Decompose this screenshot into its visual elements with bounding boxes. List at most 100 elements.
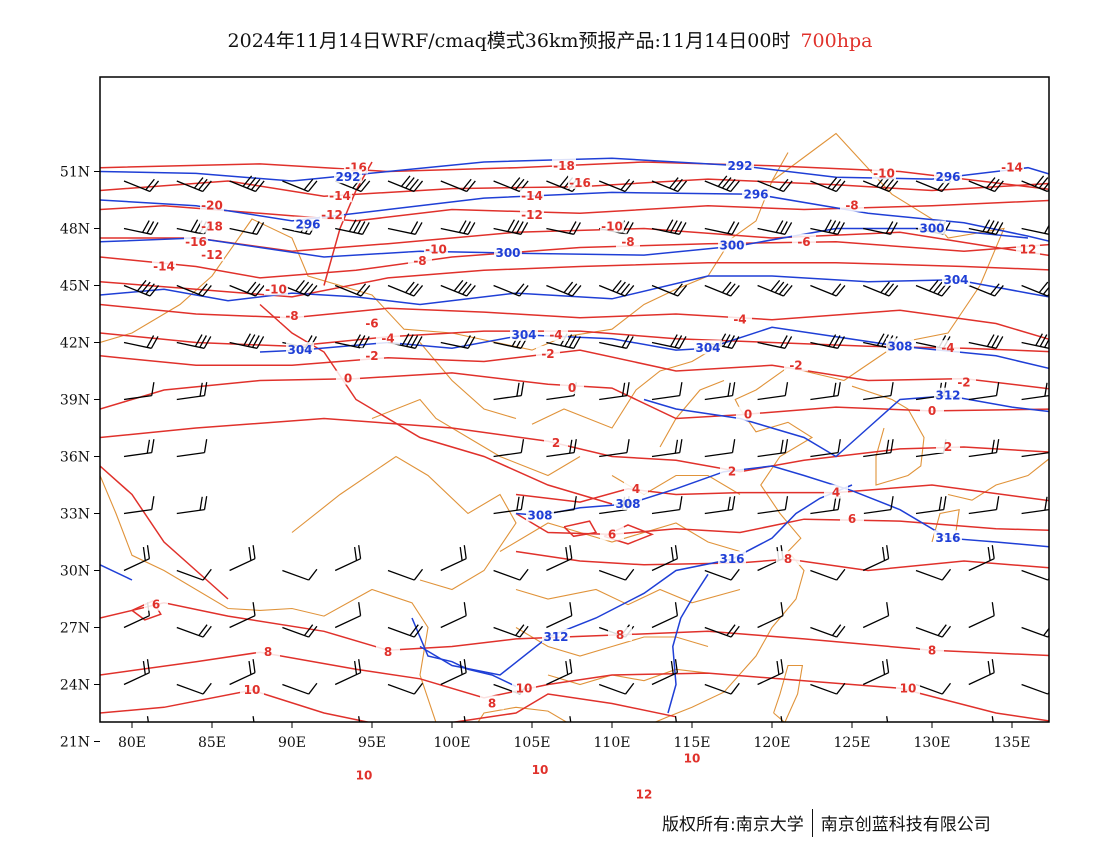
wind-barb-staff bbox=[916, 789, 942, 799]
temperature-label-bg bbox=[280, 307, 304, 322]
wind-barb-staff bbox=[177, 789, 203, 799]
geopotential-contour bbox=[411, 617, 517, 688]
wind-barb-tick bbox=[784, 496, 789, 510]
wind-barb-staff bbox=[1021, 180, 1048, 193]
wind-barb bbox=[915, 624, 952, 638]
temperature-label-bg bbox=[528, 762, 552, 776]
wind-barb bbox=[493, 219, 529, 235]
wind-barb-staff bbox=[1021, 683, 1049, 695]
wind-barb-staff bbox=[651, 394, 680, 401]
wind-barb-staff bbox=[282, 569, 309, 581]
wind-barb bbox=[968, 602, 995, 629]
wind-barb-staff bbox=[862, 284, 890, 297]
wind-barb-tick bbox=[400, 175, 411, 187]
wind-barb-tick bbox=[519, 625, 529, 638]
temperature-contour bbox=[100, 303, 1049, 341]
wind-barb-staff bbox=[387, 284, 415, 297]
wind-barb-tick bbox=[362, 336, 370, 349]
wind-barb-staff bbox=[493, 227, 522, 235]
wind-barb-tick bbox=[252, 716, 256, 722]
wind-barb bbox=[387, 281, 424, 297]
wind-barb-tick bbox=[140, 766, 149, 779]
temperature-label: -4 bbox=[381, 332, 394, 346]
geopotential-label-bg bbox=[934, 169, 962, 184]
geopotential-label: 308 bbox=[615, 497, 640, 511]
temperature-label-bg bbox=[424, 241, 448, 256]
wind-barb-tick bbox=[405, 281, 415, 294]
wind-barb-staff bbox=[598, 569, 626, 581]
lat-tick-label: 24N bbox=[60, 678, 90, 694]
wind-barb-tick bbox=[835, 285, 846, 297]
wind-barb-staff bbox=[1021, 626, 1049, 638]
wind-barb bbox=[440, 178, 476, 193]
wind-barb-tick bbox=[571, 285, 582, 297]
wind-barb bbox=[146, 716, 151, 722]
wind-barb-tick bbox=[562, 766, 571, 779]
wind-barb-tick bbox=[941, 568, 952, 581]
wind-barb-tick bbox=[995, 222, 1004, 235]
wind-barb-tick bbox=[991, 602, 995, 616]
wind-barb bbox=[810, 439, 841, 458]
wind-barb-staff bbox=[229, 672, 256, 686]
wind-barb-tick bbox=[1035, 333, 1043, 346]
wind-barb bbox=[757, 439, 789, 458]
wind-barb-tick bbox=[774, 281, 785, 294]
wind-barb-tick bbox=[190, 219, 199, 232]
wind-barb-tick bbox=[670, 661, 674, 675]
wind-barb bbox=[757, 279, 793, 297]
wind-barb-staff bbox=[598, 180, 626, 193]
wind-barb-tick bbox=[248, 661, 252, 675]
geopotential-contour bbox=[100, 564, 133, 581]
wind-barb-tick bbox=[727, 335, 735, 348]
temperature-label: -18 bbox=[553, 159, 575, 173]
wind-barb bbox=[1021, 496, 1049, 515]
wind-barb-tick bbox=[353, 547, 358, 561]
wind-barb-tick bbox=[886, 545, 890, 559]
wind-barb bbox=[1022, 777, 1057, 800]
wind-barb-tick bbox=[775, 220, 784, 233]
wind-barb-staff bbox=[651, 615, 678, 629]
wind-barb-tick bbox=[362, 222, 370, 235]
wind-barb-staff bbox=[810, 508, 839, 515]
wind-barb-tick bbox=[673, 283, 683, 295]
wind-barb bbox=[123, 382, 155, 401]
geopotential-label-bg bbox=[934, 387, 962, 402]
title-main: 2024年11月14日WRF/cmaq模式36km预报产品:11月14日00时 bbox=[227, 30, 791, 52]
geopotential-label: 308 bbox=[527, 508, 552, 522]
temperature-label: -4 bbox=[733, 313, 746, 327]
temperature-label: -14 bbox=[329, 189, 351, 203]
wind-barb-tick bbox=[565, 661, 569, 675]
temperature-label: 10 bbox=[244, 683, 261, 697]
wind-barb bbox=[176, 334, 212, 349]
wind-barb bbox=[862, 602, 890, 629]
wind-barb-staff bbox=[1021, 451, 1049, 458]
wind-barb-staff bbox=[915, 451, 944, 458]
wind-barb-staff bbox=[863, 508, 892, 515]
wind-barb-staff bbox=[440, 558, 467, 572]
temperature-label-bg bbox=[616, 233, 640, 248]
temperature-label: 10 bbox=[516, 681, 533, 695]
wind-barb-staff bbox=[282, 683, 309, 695]
wind-barb-tick bbox=[413, 568, 424, 581]
wind-barb-tick bbox=[202, 682, 212, 695]
boundary-line bbox=[100, 475, 568, 722]
wind-barb-tick bbox=[151, 439, 155, 453]
wind-barb-tick bbox=[727, 221, 735, 234]
wind-barb-staff bbox=[176, 569, 204, 581]
temperature-label: 0 bbox=[744, 408, 752, 422]
temperature-label: 10 bbox=[900, 681, 917, 695]
wind-barb-tick bbox=[1044, 335, 1049, 348]
wind-barb-staff bbox=[440, 227, 469, 235]
wind-barb-tick bbox=[827, 177, 838, 189]
wind-barb-tick bbox=[665, 219, 674, 232]
wind-barb bbox=[651, 334, 687, 349]
wind-barb-staff bbox=[335, 227, 363, 235]
wind-barb-tick bbox=[309, 739, 317, 753]
wind-barb-staff bbox=[651, 451, 680, 458]
wind-barb-staff bbox=[229, 615, 256, 629]
wind-barb bbox=[440, 545, 467, 572]
wind-barb-staff bbox=[282, 626, 309, 638]
wind-barb-tick bbox=[142, 220, 150, 233]
wind-barb-tick bbox=[886, 602, 890, 616]
wind-barb bbox=[704, 221, 740, 235]
